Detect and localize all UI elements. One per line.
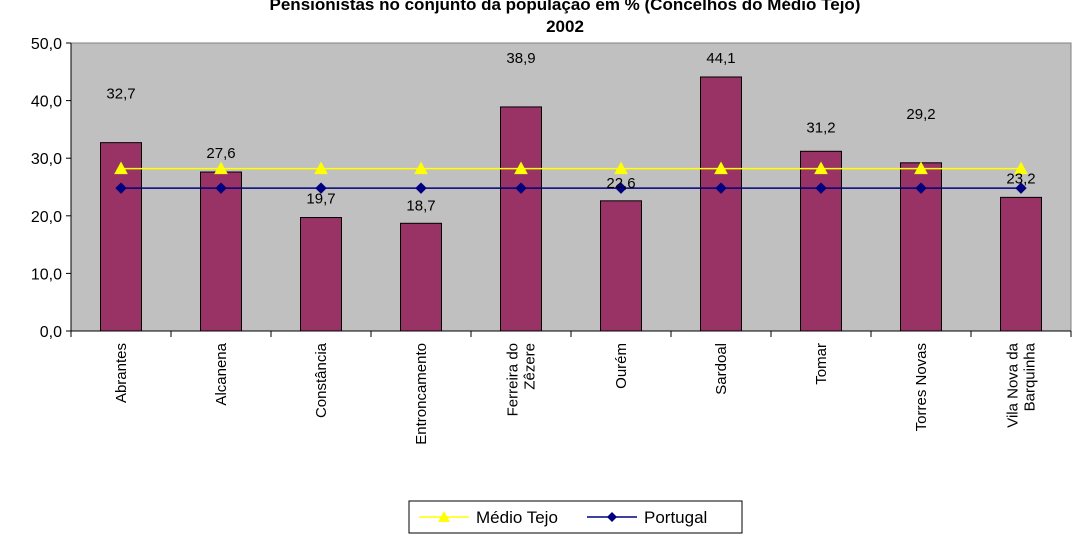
marker-portugal (115, 182, 127, 194)
data-label: 31,2 (806, 119, 835, 136)
category-label-line: Alcanena (213, 342, 230, 405)
marker-medio-tejo (214, 161, 228, 175)
category-label: Ourém (613, 343, 630, 389)
bar (300, 217, 342, 332)
data-label: 22,6 (606, 175, 635, 192)
category-label-line: Zêzere (522, 343, 539, 390)
bar (700, 76, 742, 332)
marker-portugal (815, 182, 827, 194)
data-label: 29,2 (906, 106, 935, 123)
category-label-line: Constância (313, 342, 330, 418)
data-label: 38,9 (506, 50, 535, 67)
marker-medio-tejo (1014, 161, 1028, 175)
y-tick-label: 50,0 (31, 36, 62, 53)
category-label: Torres Novas (913, 343, 930, 431)
category-label-line: Sardoal (713, 343, 730, 395)
marker-medio-tejo (614, 161, 628, 175)
category-label-line: Torres Novas (913, 343, 930, 431)
marker-portugal (215, 182, 227, 194)
marker-portugal (615, 182, 627, 194)
legend-marker-medio-tejo (438, 511, 450, 522)
marker-medio-tejo (914, 161, 928, 175)
marker-portugal (1015, 182, 1027, 194)
chart-title-line1: Pensionistas no conjunto da população em… (270, 0, 861, 14)
plot-area: 0,0 10,0 20,0 30,0 40,0 50,0 32,7 27,6 19,7 18,7 3… (31, 36, 1072, 445)
y-tick-label: 40,0 (31, 94, 62, 111)
data-label: 23,2 (1006, 170, 1035, 187)
data-label: 18,7 (406, 197, 435, 214)
category-label-line: Abrantes (113, 343, 130, 403)
data-label: 44,1 (706, 50, 735, 67)
category-label-line: Entroncamento (413, 343, 430, 445)
marker-medio-tejo (414, 161, 428, 175)
marker-portugal (415, 182, 427, 194)
marker-portugal (515, 182, 527, 194)
y-tick-label: 30,0 (31, 151, 62, 168)
category-label-line: Tomar (813, 343, 830, 385)
category-label: Vila Nova da Barquinha (1005, 342, 1039, 427)
category-label-line: Vila Nova da (1005, 342, 1022, 427)
chart-title-line2: 2002 (546, 17, 584, 36)
legend-marker-portugal (607, 512, 617, 522)
bar (1000, 196, 1042, 332)
marker-portugal (915, 182, 927, 194)
marker-medio-tejo (814, 161, 828, 175)
category-label-line: Ourém (613, 343, 630, 389)
marker-portugal (315, 182, 327, 194)
category-label-line: Ferreira do (505, 343, 522, 416)
y-tick-label: 0,0 (40, 324, 62, 341)
category-label: Constância (313, 342, 330, 418)
category-label: Abrantes (113, 343, 130, 403)
bar (400, 222, 442, 332)
marker-medio-tejo (114, 161, 128, 175)
category-label: Sardoal (713, 343, 730, 395)
bar (200, 171, 242, 332)
legend: Médio Tejo Portugal (408, 500, 743, 534)
marker-medio-tejo (314, 161, 328, 175)
category-label: Ferreira do Zêzere (505, 343, 539, 416)
data-label: 27,6 (206, 145, 235, 162)
bar (800, 150, 842, 332)
bar (600, 200, 642, 332)
category-label: Entroncamento (413, 343, 430, 445)
category-label-line: Barquinha (1022, 342, 1039, 411)
marker-medio-tejo (714, 161, 728, 175)
category-label: Alcanena (213, 342, 230, 405)
legend-label-portugal: Portugal (644, 508, 707, 527)
marker-medio-tejo (514, 161, 528, 175)
legend-label-medio-tejo: Médio Tejo (476, 508, 558, 527)
category-label: Tomar (813, 343, 830, 385)
y-tick-label: 10,0 (31, 266, 62, 283)
y-tick-label: 20,0 (31, 209, 62, 226)
bar (500, 106, 542, 332)
data-label: 32,7 (106, 86, 135, 103)
data-label: 19,7 (306, 191, 335, 208)
marker-portugal (715, 182, 727, 194)
